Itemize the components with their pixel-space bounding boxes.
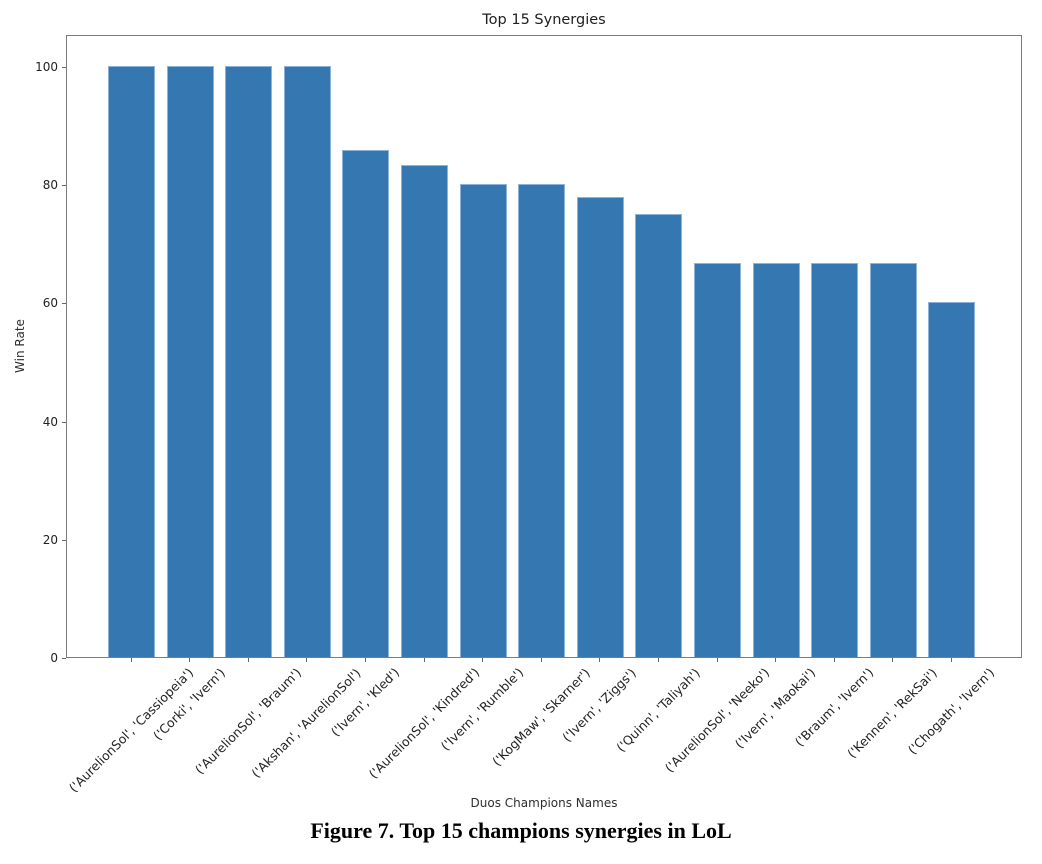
x-tick-mark	[599, 658, 601, 662]
bar-13	[869, 262, 917, 657]
bar-11	[752, 262, 800, 657]
y-axis-label: Win Rate	[13, 319, 27, 373]
x-tick-label: ('Ivern', 'Kled')	[327, 664, 403, 740]
x-tick-mark	[482, 658, 484, 662]
bar-7	[518, 184, 566, 657]
bar-14	[928, 302, 976, 657]
y-tick-mark	[62, 658, 66, 659]
y-tick-label: 40	[42, 414, 58, 429]
x-tick-mark	[247, 658, 249, 662]
bar-chart: Top 15 Synergies Win Rate Duos Champions…	[13, 12, 1022, 810]
y-tick-label: 20	[42, 532, 58, 547]
y-tick-mark	[62, 421, 66, 423]
bar-8	[576, 197, 624, 657]
bar-6	[459, 184, 507, 657]
x-tick-mark	[423, 658, 425, 662]
x-tick-mark	[306, 658, 308, 662]
bar-12	[811, 262, 859, 657]
x-tick-mark	[657, 658, 659, 662]
x-tick-label: ('AurelionSol', 'Cassiopeia')	[65, 664, 196, 796]
y-tick-mark	[62, 67, 66, 68]
chart-title: Top 15 Synergies	[482, 12, 606, 28]
y-tick-label: 100	[35, 60, 58, 74]
x-tick-mark	[364, 658, 366, 662]
bar-1	[166, 66, 214, 657]
x-tick-mark	[716, 658, 718, 662]
y-tick-label: 60	[42, 296, 58, 311]
x-tick-mark	[950, 658, 952, 662]
figure-caption: Figure 7. Top 15 champions synergies in …	[310, 818, 732, 843]
x-tick-mark	[189, 658, 191, 662]
y-tick-mark	[62, 185, 66, 187]
x-tick-mark	[540, 658, 542, 662]
bar-10	[694, 262, 741, 657]
x-tick-mark	[833, 658, 835, 662]
bar-4	[342, 150, 390, 657]
bar-9	[635, 213, 683, 657]
x-tick-mark	[130, 658, 132, 662]
y-tick-mark	[62, 303, 66, 305]
x-tick-mark	[892, 658, 894, 662]
y-tick-label: 80	[42, 178, 58, 193]
x-axis-label: Duos Champions Names	[470, 796, 618, 810]
x-tick-mark	[775, 658, 777, 662]
bar-3	[283, 66, 331, 657]
bar-5	[401, 164, 448, 657]
bar-0	[108, 66, 155, 657]
bar-2	[225, 66, 273, 657]
plot-area	[66, 35, 1022, 658]
y-tick-label: 0	[50, 651, 58, 665]
y-tick-mark	[62, 539, 66, 541]
